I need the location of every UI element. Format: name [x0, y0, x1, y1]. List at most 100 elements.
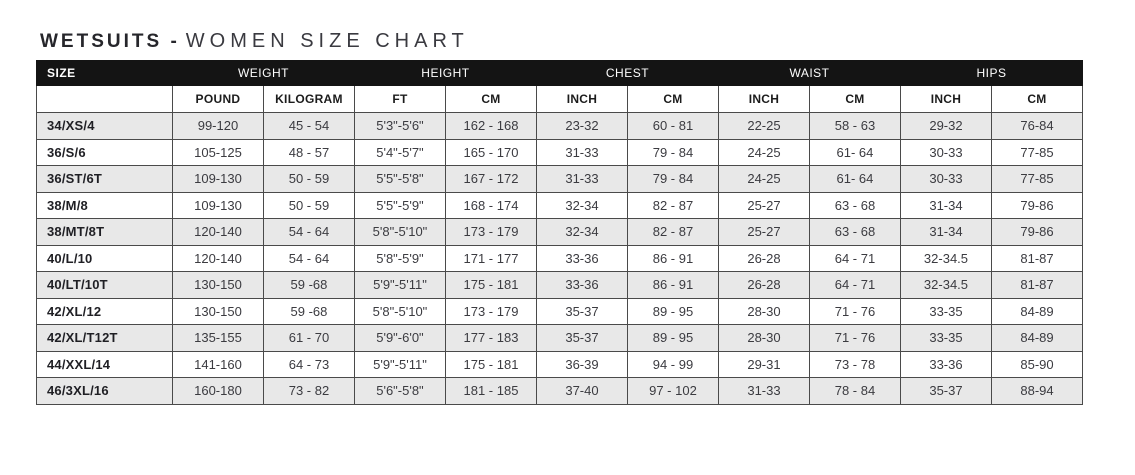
data-cell: 5'9"-6'0"	[353, 324, 446, 352]
size-cell: 36/S/6	[36, 138, 173, 166]
data-cell: 175 - 181	[444, 350, 537, 378]
data-cell: 135-155	[171, 324, 264, 352]
data-cell: 54 - 64	[262, 218, 355, 246]
data-cell: 130-150	[171, 297, 264, 325]
data-cell: 64 - 73	[262, 350, 355, 378]
data-cell: 63 - 68	[808, 218, 901, 246]
data-cell: 26-28	[717, 244, 810, 272]
data-cell: 58 - 63	[808, 112, 901, 140]
group-header-weight: WEIGHT	[171, 60, 355, 86]
data-cell: 48 - 57	[262, 138, 355, 166]
table-row: 34/XS/4 99-120 45 - 54 5'3"-5'6" 162 - 168 23…	[36, 112, 1084, 140]
data-cell: 30-33	[899, 138, 992, 166]
unit-header-waist-inch: INCH	[717, 85, 810, 113]
data-cell: 32-34	[535, 191, 628, 219]
data-cell: 31-34	[899, 191, 992, 219]
table-row: 38/M/8 109-130 50 - 59 5'5"-5'9" 168 - 174 32…	[36, 191, 1084, 219]
data-cell: 79 - 84	[626, 138, 719, 166]
unit-header-chest-inch: INCH	[535, 85, 628, 113]
unit-header-height-cm: CM	[444, 85, 537, 113]
table-row: 38/MT/8T 120-140 54 - 64 5'8"-5'10" 173 - 17…	[36, 218, 1084, 246]
data-cell: 31-33	[535, 165, 628, 193]
data-cell: 81-87	[990, 244, 1084, 272]
size-cell: 34/XS/4	[36, 112, 173, 140]
data-cell: 5'9"-5'11"	[353, 271, 446, 299]
data-cell: 5'9"-5'11"	[353, 350, 446, 378]
unit-header-empty	[36, 85, 173, 113]
size-cell: 36/ST/6T	[36, 165, 173, 193]
data-cell: 24-25	[717, 165, 810, 193]
size-chart-table: SIZE WEIGHT HEIGHT CHEST WAIST HIPS POUN…	[36, 60, 1084, 405]
data-cell: 22-25	[717, 112, 810, 140]
data-cell: 88-94	[990, 377, 1084, 405]
data-cell: 105-125	[171, 138, 264, 166]
data-cell: 171 - 177	[444, 244, 537, 272]
data-cell: 76-84	[990, 112, 1084, 140]
data-cell: 35-37	[535, 297, 628, 325]
unit-header-waist-cm: CM	[808, 85, 901, 113]
size-header-cell: SIZE	[36, 60, 173, 86]
data-cell: 45 - 54	[262, 112, 355, 140]
group-header-hips: HIPS	[899, 60, 1084, 86]
size-cell: 38/M/8	[36, 191, 173, 219]
data-cell: 165 - 170	[444, 138, 537, 166]
data-cell: 99-120	[171, 112, 264, 140]
data-cell: 35-37	[899, 377, 992, 405]
table-row: 40/LT/10T 130-150 59 -68 5'9"-5'11" 175 - 18…	[36, 271, 1084, 299]
data-cell: 78 - 84	[808, 377, 901, 405]
table-row: 40/L/10 120-140 54 - 64 5'8"-5'9" 171 - 177 3…	[36, 244, 1084, 272]
table-row: 36/ST/6T 109-130 50 - 59 5'5"-5'8" 167 - 172…	[36, 165, 1084, 193]
data-cell: 61 - 70	[262, 324, 355, 352]
data-cell: 28-30	[717, 297, 810, 325]
data-cell: 60 - 81	[626, 112, 719, 140]
data-cell: 5'8"-5'10"	[353, 297, 446, 325]
data-cell: 31-34	[899, 218, 992, 246]
data-cell: 59 -68	[262, 271, 355, 299]
data-cell: 173 - 179	[444, 297, 537, 325]
data-cell: 26-28	[717, 271, 810, 299]
data-cell: 84-89	[990, 297, 1084, 325]
data-cell: 120-140	[171, 218, 264, 246]
data-cell: 23-32	[535, 112, 628, 140]
table-row: 42/XL/12 130-150 59 -68 5'8"-5'10" 173 - 179…	[36, 297, 1084, 325]
size-cell: 40/LT/10T	[36, 271, 173, 299]
data-cell: 33-35	[899, 297, 992, 325]
data-cell: 31-33	[717, 377, 810, 405]
table-row: 42/XL/T12T 135-155 61 - 70 5'9"-6'0" 177 - 1…	[36, 324, 1084, 352]
data-cell: 89 - 95	[626, 324, 719, 352]
data-cell: 25-27	[717, 191, 810, 219]
data-cell: 36-39	[535, 350, 628, 378]
data-cell: 86 - 91	[626, 271, 719, 299]
data-cell: 32-34.5	[899, 271, 992, 299]
data-cell: 32-34	[535, 218, 628, 246]
data-cell: 97 - 102	[626, 377, 719, 405]
size-cell: 42/XL/T12T	[36, 324, 173, 352]
data-cell: 64 - 71	[808, 271, 901, 299]
group-header-waist: WAIST	[717, 60, 901, 86]
data-cell: 141-160	[171, 350, 264, 378]
data-cell: 33-36	[899, 350, 992, 378]
data-cell: 5'6"-5'8"	[353, 377, 446, 405]
data-cell: 71 - 76	[808, 324, 901, 352]
data-cell: 120-140	[171, 244, 264, 272]
unit-header-hips-cm: CM	[990, 85, 1084, 113]
data-cell: 81-87	[990, 271, 1084, 299]
data-cell: 24-25	[717, 138, 810, 166]
data-cell: 173 - 179	[444, 218, 537, 246]
data-cell: 94 - 99	[626, 350, 719, 378]
data-cell: 25-27	[717, 218, 810, 246]
unit-header-pound: POUND	[171, 85, 264, 113]
unit-header-hips-inch: INCH	[899, 85, 992, 113]
size-cell: 42/XL/12	[36, 297, 173, 325]
data-cell: 64 - 71	[808, 244, 901, 272]
unit-header-ft: FT	[353, 85, 446, 113]
group-header-chest: CHEST	[535, 60, 719, 86]
unit-header-chest-cm: CM	[626, 85, 719, 113]
data-cell: 63 - 68	[808, 191, 901, 219]
data-cell: 109-130	[171, 191, 264, 219]
data-cell: 37-40	[535, 377, 628, 405]
page-title-brand: WETSUITS -	[40, 31, 180, 52]
page-title-subject: WOMEN SIZE CHART	[185, 30, 469, 52]
data-cell: 162 - 168	[444, 112, 537, 140]
size-cell: 40/L/10	[36, 244, 173, 272]
